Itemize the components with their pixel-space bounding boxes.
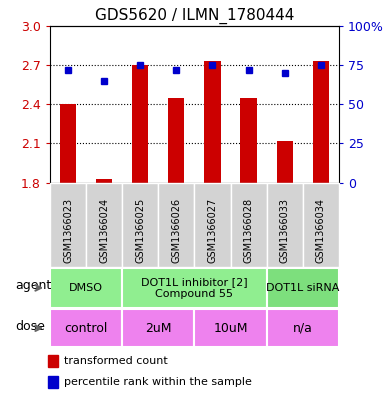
Text: GSM1366026: GSM1366026: [171, 198, 181, 263]
Bar: [266, 268, 339, 308]
Text: GSM1366025: GSM1366025: [135, 198, 145, 263]
Bar: [122, 309, 194, 347]
Title: GDS5620 / ILMN_1780444: GDS5620 / ILMN_1780444: [95, 8, 294, 24]
Bar: [122, 268, 266, 308]
Bar: [231, 183, 266, 267]
Text: GSM1366023: GSM1366023: [63, 198, 73, 263]
Text: transformed count: transformed count: [64, 356, 167, 366]
Text: 2uM: 2uM: [145, 321, 172, 335]
Text: GSM1366027: GSM1366027: [208, 198, 218, 263]
Bar: [49, 356, 58, 367]
Bar: [241, 97, 257, 183]
Bar: [132, 65, 148, 183]
Bar: [96, 179, 112, 183]
Bar: [194, 183, 231, 267]
Text: control: control: [64, 321, 108, 335]
Bar: [266, 183, 303, 267]
Text: dose: dose: [15, 320, 45, 333]
Bar: [276, 141, 293, 183]
Text: GSM1366024: GSM1366024: [99, 198, 109, 263]
Bar: [86, 183, 122, 267]
Text: DMSO: DMSO: [69, 283, 103, 293]
Text: 10uM: 10uM: [213, 321, 248, 335]
Bar: [60, 104, 76, 183]
Bar: [50, 183, 86, 267]
Text: GSM1366028: GSM1366028: [244, 198, 254, 263]
Text: GSM1366033: GSM1366033: [280, 198, 290, 263]
Text: DOT1L inhibitor [2]
Compound 55: DOT1L inhibitor [2] Compound 55: [141, 277, 248, 299]
Bar: [50, 309, 122, 347]
Bar: [168, 97, 184, 183]
Text: n/a: n/a: [293, 321, 313, 335]
Bar: [266, 309, 339, 347]
Text: percentile rank within the sample: percentile rank within the sample: [64, 377, 251, 387]
Bar: [303, 183, 339, 267]
Bar: [122, 183, 158, 267]
Text: agent: agent: [15, 279, 51, 292]
Bar: [49, 376, 58, 387]
Text: GSM1366034: GSM1366034: [316, 198, 326, 263]
Bar: [313, 61, 329, 183]
Bar: [50, 268, 122, 308]
Bar: [204, 61, 221, 183]
Text: DOT1L siRNA: DOT1L siRNA: [266, 283, 340, 293]
Bar: [194, 309, 266, 347]
Bar: [158, 183, 194, 267]
